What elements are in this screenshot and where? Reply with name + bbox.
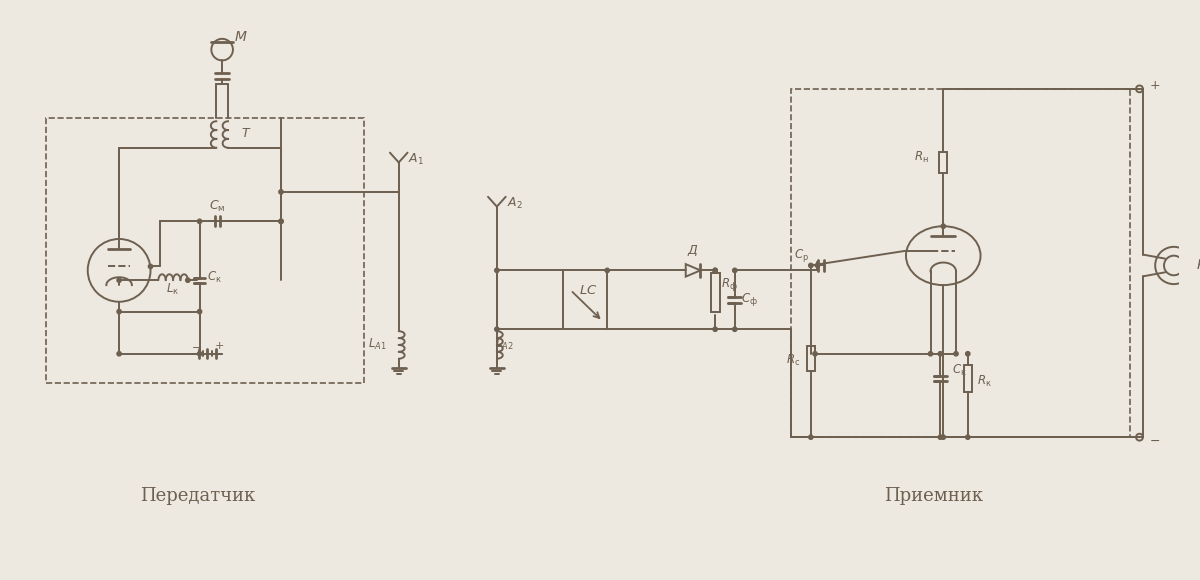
Bar [964, 365, 972, 392]
Circle shape [278, 219, 283, 223]
Bar [710, 273, 720, 312]
Text: $C_\mathrm{р}$: $C_\mathrm{р}$ [793, 247, 809, 264]
Text: $A_1$: $A_1$ [408, 152, 425, 167]
Circle shape [809, 263, 812, 267]
Circle shape [938, 435, 942, 439]
Circle shape [713, 327, 718, 331]
Bar [940, 151, 948, 173]
Circle shape [938, 351, 942, 356]
Text: $P$: $P$ [1196, 259, 1200, 273]
Text: $C_\mathrm{м}$: $C_\mathrm{м}$ [209, 199, 226, 214]
Text: $-$: $-$ [1148, 434, 1159, 447]
Circle shape [941, 435, 946, 439]
Circle shape [494, 268, 499, 273]
Circle shape [198, 309, 202, 314]
Circle shape [116, 351, 121, 356]
Circle shape [812, 351, 817, 356]
Bar [791, 89, 1129, 437]
Circle shape [494, 327, 499, 331]
Circle shape [815, 263, 820, 267]
Text: $M$: $M$ [234, 30, 247, 44]
Circle shape [186, 278, 190, 282]
Circle shape [605, 268, 610, 273]
Text: $T$: $T$ [241, 126, 252, 140]
Circle shape [116, 309, 121, 314]
Text: $L_\mathrm{к}$: $L_\mathrm{к}$ [167, 281, 180, 296]
Circle shape [929, 351, 932, 356]
Circle shape [713, 268, 718, 273]
Circle shape [149, 264, 152, 269]
Circle shape [733, 268, 737, 273]
Text: $+$: $+$ [1148, 79, 1160, 92]
Circle shape [954, 351, 958, 356]
Circle shape [713, 268, 718, 273]
Text: $-$: $-$ [191, 341, 200, 351]
Text: $+$: $+$ [214, 340, 224, 351]
Text: $C_\mathrm{к}$: $C_\mathrm{к}$ [206, 270, 222, 285]
Circle shape [941, 224, 946, 229]
Text: $R_\mathrm{с}$: $R_\mathrm{с}$ [786, 353, 800, 368]
Text: $A_2$: $A_2$ [506, 196, 522, 211]
Text: $C_\mathrm{ф}$: $C_\mathrm{ф}$ [742, 291, 758, 309]
Circle shape [278, 190, 283, 194]
Bar [46, 118, 365, 383]
Bar [806, 346, 815, 371]
Text: $LC$: $LC$ [578, 284, 598, 296]
Bar [563, 270, 607, 329]
Circle shape [198, 351, 202, 356]
Circle shape [809, 435, 812, 439]
Text: $R_\mathrm{к}$: $R_\mathrm{к}$ [977, 374, 992, 389]
Circle shape [116, 278, 121, 282]
Text: $L_{A2}$: $L_{A2}$ [496, 336, 514, 351]
Text: $R_\mathrm{н}$: $R_\mathrm{н}$ [914, 150, 929, 165]
Circle shape [733, 327, 737, 331]
Circle shape [278, 219, 283, 223]
Circle shape [198, 219, 202, 223]
Text: Передатчик: Передатчик [140, 487, 256, 505]
Text: $C_\mathrm{к}$: $C_\mathrm{к}$ [953, 363, 967, 378]
Text: $R_\mathrm{ф}$: $R_\mathrm{ф}$ [721, 276, 738, 293]
Text: $Д$: $Д$ [688, 244, 698, 258]
Circle shape [966, 351, 970, 356]
Circle shape [966, 435, 970, 439]
Text: $L_{A1}$: $L_{A1}$ [368, 336, 386, 351]
Text: Приемник: Приемник [884, 487, 983, 505]
